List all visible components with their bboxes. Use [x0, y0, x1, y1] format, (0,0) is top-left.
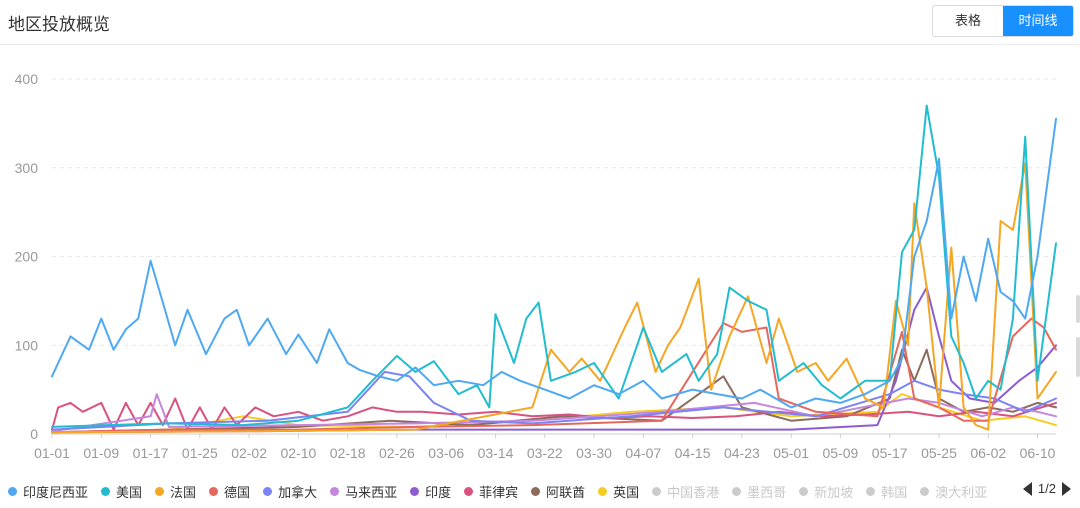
x-tick-label: 06-02	[970, 445, 1006, 461]
legend-item[interactable]: 韩国	[866, 482, 907, 501]
legend-label: 加拿大	[278, 484, 318, 500]
legend-marker	[598, 486, 608, 496]
legend-item[interactable]: 马来西亚	[330, 482, 397, 501]
x-tick-label: 02-26	[379, 445, 415, 461]
x-tick-label: 03-22	[527, 445, 563, 461]
legend-item[interactable]: 美国	[101, 482, 142, 501]
legend-label: 阿联酋	[546, 484, 586, 500]
legend-label: 菲律宾	[479, 484, 519, 500]
legend-label: 美国	[116, 484, 143, 500]
tab-timeline[interactable]: 时间线	[1003, 6, 1073, 36]
x-tick-label: 01-17	[133, 445, 169, 461]
legend-label: 印度	[425, 484, 452, 500]
x-tick-label: 04-07	[625, 445, 661, 461]
legend-label: 马来西亚	[345, 484, 398, 500]
x-tick-label: 02-18	[330, 445, 366, 461]
legend-marker	[209, 486, 219, 496]
line-chart: 0 100 200 300 400 01-01 01-09 01-17 01-25 02-02 02…	[15, 71, 1057, 461]
legend-label: 中国香港	[667, 484, 720, 500]
legend-prev-icon[interactable]	[1022, 481, 1032, 496]
x-tick-label: 03-06	[428, 445, 464, 461]
y-tick-label: 200	[15, 249, 39, 265]
series-line	[51, 370, 1057, 431]
legend-item[interactable]: 澳大利亚	[920, 482, 987, 501]
legend-item[interactable]: 印度尼西亚	[8, 482, 88, 501]
legend-marker	[155, 486, 165, 496]
legend-marker	[652, 486, 662, 496]
legend-marker	[101, 486, 111, 496]
panel-header: 地区投放概览 表格 时间线	[0, 0, 1080, 45]
y-tick-label: 400	[15, 71, 39, 87]
legend-marker	[732, 486, 742, 496]
series-line	[51, 162, 1057, 434]
legend-marker	[920, 486, 930, 496]
x-tick-label: 01-25	[182, 445, 218, 461]
legend-label: 澳大利亚	[935, 484, 988, 500]
view-toggle: 表格 时间线	[932, 5, 1074, 37]
legend-label: 韩国	[881, 484, 908, 500]
legend-item[interactable]: 加拿大	[263, 482, 317, 501]
legend-marker	[410, 486, 420, 496]
legend-item[interactable]: 中国香港	[652, 482, 719, 501]
tab-table[interactable]: 表格	[933, 6, 1003, 36]
legend-item[interactable]: 墨西哥	[732, 482, 786, 501]
x-tick-label: 01-01	[34, 445, 70, 461]
legend-next-icon[interactable]	[1062, 481, 1071, 496]
x-tick-label: 05-09	[823, 445, 859, 461]
legend-label: 墨西哥	[747, 484, 787, 500]
series-line	[51, 348, 1057, 434]
x-tick-label: 06-10	[1020, 445, 1056, 461]
y-tick-label: 0	[30, 426, 38, 442]
legend-label: 德国	[224, 484, 251, 500]
x-tick-label: 04-15	[675, 445, 711, 461]
x-tick-label: 04-23	[724, 445, 760, 461]
series-line	[51, 393, 1057, 433]
x-tick-label: 05-01	[773, 445, 809, 461]
series-line	[51, 117, 1057, 409]
legend-item[interactable]: 法国	[155, 482, 196, 501]
legend-item[interactable]: 菲律宾	[464, 482, 518, 501]
y-tick-label: 300	[15, 160, 39, 176]
legend-item[interactable]: 阿联酋	[531, 482, 585, 501]
legend-label: 印度尼西亚	[23, 484, 89, 500]
legend-label: 法国	[170, 484, 197, 500]
legend-item[interactable]: 新加坡	[799, 482, 853, 501]
legend-label: 新加坡	[814, 484, 854, 500]
legend-marker	[464, 486, 474, 496]
legend-marker	[799, 486, 809, 496]
legend-marker	[330, 486, 340, 496]
legend-marker	[531, 486, 541, 496]
legend-item[interactable]: 印度	[410, 482, 451, 501]
series-line	[51, 104, 1057, 428]
legend-item[interactable]: 德国	[209, 482, 250, 501]
x-tick-label: 05-25	[921, 445, 957, 461]
legend-page-indicator: 1/2	[1037, 481, 1056, 496]
chart-legend: 印度尼西亚 美国 法国 德国 加拿大 马来西亚 印度 菲律宾 阿联酋 英国 中国香港 墨西哥 新加坡 韩国…	[8, 480, 1072, 502]
x-tick-label: 03-14	[478, 445, 514, 461]
y-tick-label: 100	[15, 337, 39, 353]
series-line	[51, 286, 1057, 434]
legend-pager: 1/2	[1022, 481, 1071, 496]
x-tick-label: 03-30	[576, 445, 612, 461]
legend-item[interactable]: 英国	[598, 482, 639, 501]
scroll-handle-upper[interactable]	[1076, 295, 1080, 323]
scroll-handle-lower[interactable]	[1076, 337, 1080, 377]
x-tick-label: 05-17	[872, 445, 908, 461]
x-tick-label: 02-10	[280, 445, 316, 461]
legend-marker	[263, 486, 273, 496]
legend-label: 英国	[613, 484, 640, 500]
legend-marker	[866, 486, 876, 496]
page-title: 地区投放概览	[8, 15, 110, 34]
x-tick-label: 01-09	[83, 445, 119, 461]
legend-marker	[8, 486, 17, 496]
x-tick-label: 02-02	[231, 445, 267, 461]
